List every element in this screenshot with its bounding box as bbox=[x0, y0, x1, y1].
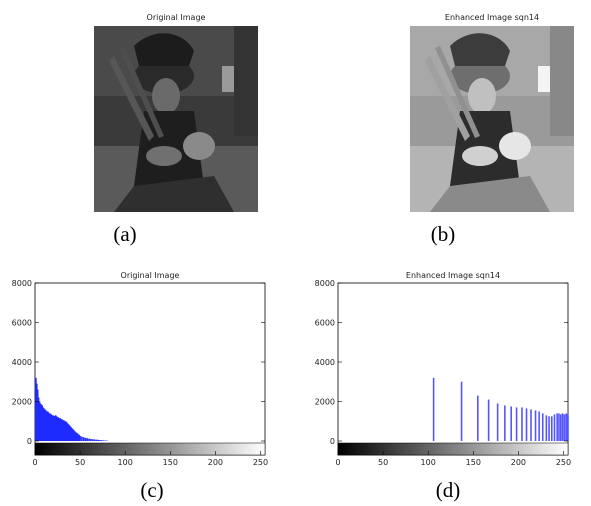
original-photo bbox=[94, 26, 258, 212]
x-tick-label: 250 bbox=[253, 458, 268, 467]
histogram-enhanced: Enhanced Image sqn14 0 2000 4000 6000 8000 0 50… bbox=[315, 271, 571, 467]
y-tick-label: 2000 bbox=[12, 398, 32, 407]
x-tick-label: 100 bbox=[421, 458, 436, 467]
histogram-original: Original Image 0 2000 4000 6000 8000 0 50 100 150… bbox=[12, 271, 268, 467]
x-tick-label: 0 bbox=[32, 458, 37, 467]
x-tick-label: 50 bbox=[378, 458, 388, 467]
panel-b-title: Enhanced Image sqn14 bbox=[444, 13, 540, 22]
plot-frame bbox=[34, 282, 266, 456]
x-tick-label: 0 bbox=[335, 458, 340, 467]
y-tick-label: 2000 bbox=[315, 398, 335, 407]
plot-frame bbox=[337, 282, 569, 456]
y-tick-label: 0 bbox=[27, 437, 32, 446]
caption-d: (d) bbox=[435, 478, 461, 502]
caption-a: (a) bbox=[113, 222, 137, 246]
grayscale-colorbar bbox=[337, 442, 569, 456]
enhanced-photo bbox=[410, 26, 574, 212]
x-tick-label: 150 bbox=[466, 458, 481, 467]
y-tick-label: 8000 bbox=[315, 279, 335, 288]
y-tick-label: 4000 bbox=[12, 358, 32, 367]
x-tick-label: 100 bbox=[118, 458, 133, 467]
x-tick-label: 250 bbox=[556, 458, 571, 467]
grayscale-colorbar bbox=[34, 442, 266, 456]
y-tick-label: 8000 bbox=[12, 279, 32, 288]
caption-b: (b) bbox=[430, 222, 456, 246]
x-tick-label: 50 bbox=[75, 458, 85, 467]
x-tick-label: 200 bbox=[208, 458, 223, 467]
x-tick-label: 150 bbox=[163, 458, 178, 467]
enhanced-photo-drawing bbox=[410, 26, 574, 212]
y-tick-label: 6000 bbox=[315, 319, 335, 328]
histogram-title: Enhanced Image sqn14 bbox=[406, 271, 500, 280]
y-tick-label: 4000 bbox=[315, 358, 335, 367]
original-photo-drawing bbox=[94, 26, 258, 212]
panel-a-title: Original Image bbox=[146, 13, 206, 22]
y-tick-label: 0 bbox=[330, 437, 335, 446]
y-tick-label: 6000 bbox=[12, 319, 32, 328]
caption-c: (c) bbox=[140, 478, 164, 502]
histogram-title: Original Image bbox=[121, 271, 180, 280]
x-tick-label: 200 bbox=[511, 458, 526, 467]
